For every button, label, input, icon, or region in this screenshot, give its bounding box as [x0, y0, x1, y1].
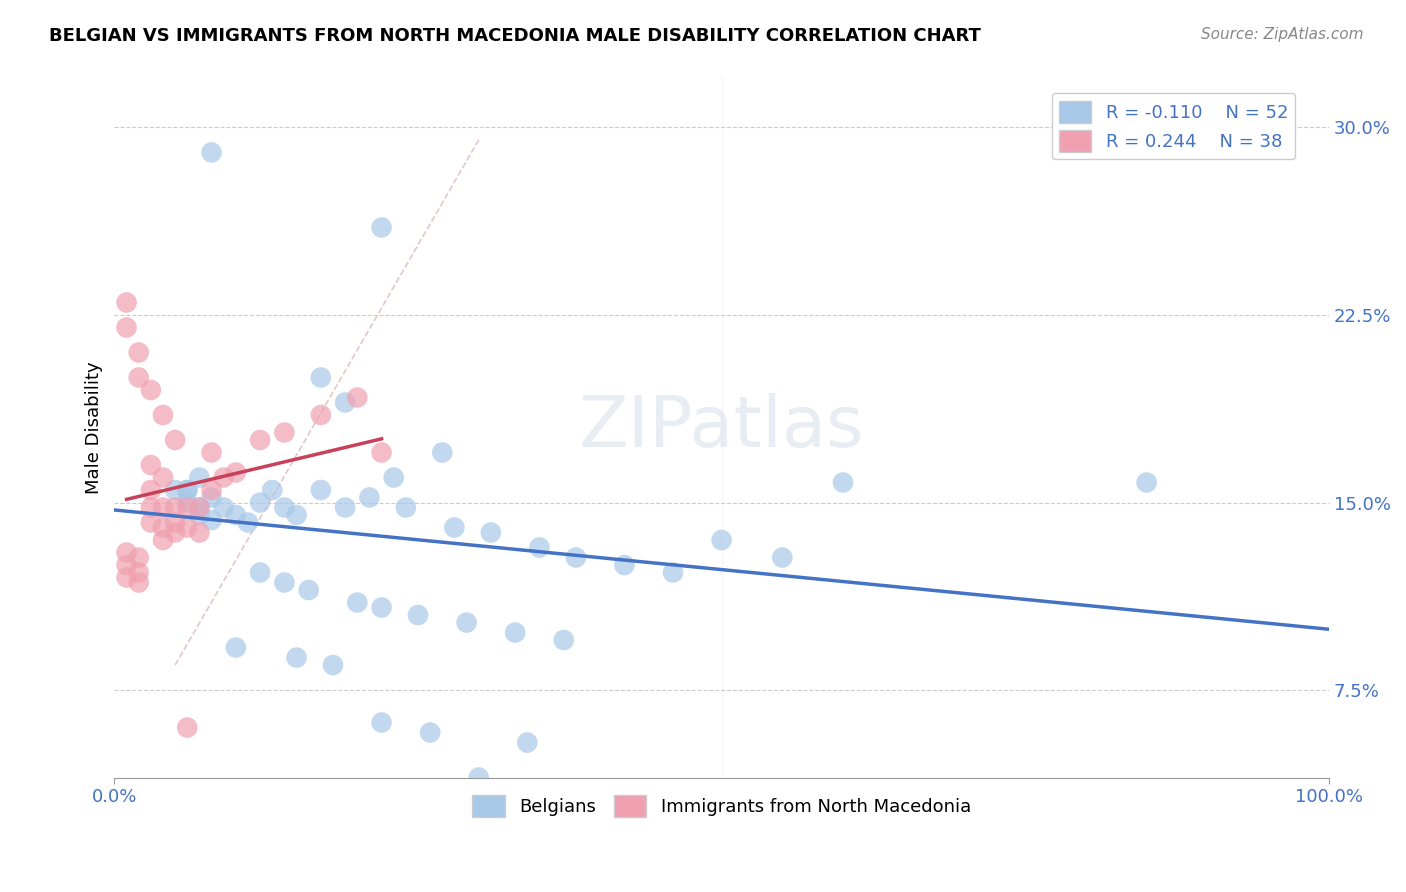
Point — [165, 483, 187, 497]
Point — [1136, 475, 1159, 490]
Point — [225, 508, 247, 522]
Point — [200, 491, 222, 505]
Point — [236, 516, 259, 530]
Point — [309, 408, 332, 422]
Point — [770, 550, 793, 565]
Point — [152, 533, 174, 547]
Point — [152, 520, 174, 534]
Point — [553, 633, 575, 648]
Legend: Belgians, Immigrants from North Macedonia: Belgians, Immigrants from North Macedoni… — [465, 788, 979, 824]
Point — [419, 725, 441, 739]
Point — [115, 295, 138, 310]
Point — [128, 575, 150, 590]
Point — [139, 516, 162, 530]
Text: BELGIAN VS IMMIGRANTS FROM NORTH MACEDONIA MALE DISABILITY CORRELATION CHART: BELGIAN VS IMMIGRANTS FROM NORTH MACEDON… — [49, 27, 981, 45]
Text: ZIPatlas: ZIPatlas — [579, 393, 865, 462]
Point — [200, 145, 222, 160]
Point — [249, 433, 271, 447]
Point — [176, 483, 198, 497]
Point — [188, 470, 211, 484]
Point — [333, 395, 356, 409]
Point — [152, 500, 174, 515]
Point — [479, 525, 502, 540]
Point — [152, 470, 174, 484]
Point — [139, 458, 162, 472]
Point — [273, 425, 295, 440]
Point — [188, 508, 211, 522]
Point — [529, 541, 551, 555]
Point — [128, 370, 150, 384]
Point — [285, 650, 308, 665]
Point — [443, 520, 465, 534]
Point — [225, 466, 247, 480]
Point — [370, 600, 392, 615]
Point — [225, 640, 247, 655]
Point — [613, 558, 636, 572]
Point — [395, 500, 418, 515]
Point — [176, 500, 198, 515]
Point — [456, 615, 478, 630]
Point — [382, 470, 405, 484]
Point — [262, 483, 284, 497]
Point — [467, 771, 489, 785]
Point — [249, 495, 271, 509]
Point — [212, 470, 235, 484]
Point — [139, 500, 162, 515]
Point — [406, 607, 429, 622]
Point — [165, 500, 187, 515]
Point — [176, 495, 198, 509]
Point — [249, 566, 271, 580]
Point — [273, 500, 295, 515]
Point — [832, 475, 855, 490]
Point — [176, 483, 198, 497]
Text: Source: ZipAtlas.com: Source: ZipAtlas.com — [1201, 27, 1364, 42]
Point — [152, 408, 174, 422]
Point — [128, 550, 150, 565]
Point — [346, 595, 368, 609]
Point — [165, 525, 187, 540]
Point — [165, 433, 187, 447]
Point — [285, 508, 308, 522]
Point — [115, 545, 138, 559]
Point — [309, 483, 332, 497]
Point — [370, 715, 392, 730]
Point — [200, 483, 222, 497]
Point — [115, 570, 138, 584]
Point — [370, 445, 392, 459]
Point — [128, 345, 150, 359]
Point — [128, 566, 150, 580]
Point — [188, 500, 211, 515]
Point — [346, 391, 368, 405]
Point — [370, 220, 392, 235]
Point — [188, 500, 211, 515]
Point — [309, 370, 332, 384]
Point — [115, 320, 138, 334]
Point — [212, 500, 235, 515]
Point — [139, 383, 162, 397]
Point — [565, 550, 588, 565]
Point — [273, 575, 295, 590]
Point — [115, 558, 138, 572]
Point — [188, 525, 211, 540]
Point — [432, 445, 454, 459]
Point — [322, 658, 344, 673]
Point — [200, 445, 222, 459]
Point — [333, 500, 356, 515]
Point — [165, 516, 187, 530]
Point — [710, 533, 733, 547]
Point — [359, 491, 381, 505]
Point — [200, 513, 222, 527]
Point — [516, 735, 538, 749]
Y-axis label: Male Disability: Male Disability — [86, 361, 103, 494]
Point — [176, 520, 198, 534]
Point — [176, 721, 198, 735]
Point — [503, 625, 526, 640]
Point — [298, 582, 321, 597]
Point — [662, 566, 685, 580]
Point — [139, 483, 162, 497]
